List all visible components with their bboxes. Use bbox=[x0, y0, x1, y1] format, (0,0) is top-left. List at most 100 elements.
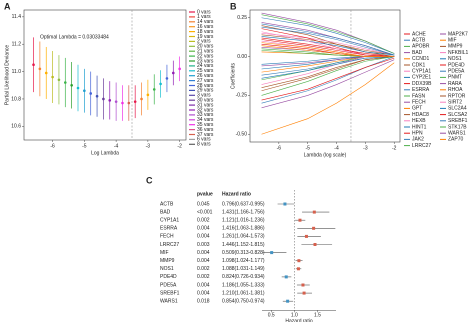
x-tick-label: -4 bbox=[334, 145, 339, 151]
pvalue-label: 0.002 bbox=[197, 218, 210, 224]
legend-label: CYP2E1 bbox=[412, 75, 431, 81]
x-tick-label: -4 bbox=[114, 143, 119, 149]
panel-label: A bbox=[4, 1, 11, 11]
legend-label: 33 vars bbox=[197, 112, 214, 118]
legend-label: PDE5A bbox=[448, 69, 465, 75]
point bbox=[178, 67, 181, 71]
legend-label: SLC2A4 bbox=[448, 106, 467, 112]
coefficient-path bbox=[261, 56, 395, 96]
y-tick-label: -0.50 bbox=[236, 132, 248, 138]
pvalue-label: <0.001 bbox=[197, 209, 213, 215]
legend-label: 2 vars bbox=[197, 39, 211, 45]
point bbox=[146, 93, 150, 97]
legend-label: DDX39B bbox=[412, 81, 432, 87]
hazard-ratio-point bbox=[302, 291, 306, 295]
hazard-ratio-point bbox=[301, 283, 305, 287]
pvalue-label: 0.045 bbox=[197, 201, 210, 207]
legend-label: 18 vars bbox=[197, 29, 214, 35]
legend-label: HINT1 bbox=[412, 124, 427, 130]
point bbox=[165, 77, 169, 80]
point bbox=[89, 92, 93, 95]
gene-label: SREBF1 bbox=[160, 290, 180, 296]
point bbox=[159, 82, 162, 86]
pvalue-label: 0.003 bbox=[197, 242, 210, 248]
gene-label: LRRC27 bbox=[160, 242, 179, 248]
hr-label: 1.121(1.016-1.236) bbox=[222, 218, 265, 224]
legend-label: 3 vars bbox=[197, 93, 211, 99]
legend-label: APOBR bbox=[412, 44, 430, 50]
legend-label: MIF bbox=[448, 38, 457, 44]
coefficient-path bbox=[261, 56, 395, 92]
hr-label: 1.098(1.024-1.177) bbox=[222, 258, 265, 264]
x-tick-label: 0.5 bbox=[268, 313, 275, 319]
point bbox=[32, 63, 35, 67]
pvalue-label: 0.018 bbox=[197, 299, 210, 305]
column-header: Hazard ratio bbox=[222, 191, 251, 197]
point bbox=[121, 101, 124, 105]
legend-label: RHOA bbox=[448, 87, 463, 93]
pvalue-label: 0.004 bbox=[197, 226, 210, 232]
legend-label: 1 vars bbox=[197, 14, 211, 20]
pvalue-label: 0.004 bbox=[197, 290, 210, 296]
legend-label: SREBF1 bbox=[448, 118, 468, 124]
legend-label: HEXB bbox=[412, 118, 426, 124]
legend-label: CDK1 bbox=[412, 62, 426, 68]
pvalue-label: 0.004 bbox=[197, 234, 210, 240]
coefficient-path bbox=[261, 14, 395, 54]
x-tick-label: -5 bbox=[82, 143, 87, 149]
hazard-ratio-point bbox=[284, 275, 288, 279]
legend-label: 32 vars bbox=[197, 107, 214, 113]
legend-label: 31 vars bbox=[197, 102, 214, 108]
legend-label: FECH bbox=[412, 100, 426, 106]
legend-label: 19 vars bbox=[197, 34, 214, 40]
coefficient-path bbox=[261, 62, 395, 135]
coefficient-path bbox=[261, 45, 395, 57]
x-tick-label: -6 bbox=[50, 143, 55, 149]
legend-label: 24 vars bbox=[197, 63, 214, 69]
hr-label: 0.796(0.637-0.995) bbox=[222, 201, 265, 207]
coefficient-path bbox=[261, 17, 395, 54]
legend-label: 14 vars bbox=[197, 19, 214, 25]
legend-label: CCND1 bbox=[412, 56, 429, 62]
hazard-ratio-point bbox=[286, 299, 290, 303]
legend-label: 37 vars bbox=[197, 132, 214, 138]
legend-label: 36 vars bbox=[197, 127, 214, 133]
point bbox=[83, 89, 86, 93]
x-tick-label: -2 bbox=[392, 145, 397, 151]
point bbox=[140, 97, 143, 101]
gene-label: MIF bbox=[160, 250, 169, 256]
legend-label: JAK2 bbox=[412, 137, 424, 143]
point bbox=[102, 97, 105, 101]
coefficient-path bbox=[261, 56, 395, 79]
gene-label: NOS1 bbox=[160, 266, 174, 272]
legend-label: ACHE bbox=[412, 31, 427, 37]
legend-label: 27 vars bbox=[197, 78, 214, 84]
coefficient-path bbox=[261, 56, 395, 76]
gene-label: BAD bbox=[160, 209, 171, 215]
legend-label: 34 vars bbox=[197, 117, 214, 123]
legend-label: ESRRA bbox=[412, 87, 430, 93]
y-tick-label: 10.6 bbox=[11, 124, 21, 130]
y-tick-label: 0.25 bbox=[237, 15, 247, 21]
legend-label: SLCSA2 bbox=[448, 112, 467, 118]
legend-label: FASN bbox=[412, 93, 425, 99]
point bbox=[76, 86, 80, 90]
hr-label: 1.416(1.063-1.886) bbox=[222, 226, 265, 232]
hr-label: 1.431(1.166-1.756) bbox=[222, 209, 265, 215]
point bbox=[133, 100, 137, 103]
legend-label: 22 vars bbox=[197, 53, 214, 59]
gene-label: PDE4D bbox=[160, 274, 177, 280]
point bbox=[63, 81, 67, 84]
legend-label: GPT bbox=[412, 106, 422, 112]
hazard-ratio-point bbox=[313, 243, 317, 246]
y-axis-label: Coefficients bbox=[230, 62, 236, 89]
hr-label: 1.210(1.061-1.381) bbox=[222, 290, 265, 296]
hazard-ratio-point bbox=[270, 251, 274, 255]
y-tick-label: 11.0 bbox=[12, 69, 22, 75]
hazard-ratio-point bbox=[312, 226, 316, 230]
plot-frame bbox=[249, 9, 401, 143]
legend-label: 21 vars bbox=[197, 49, 214, 55]
x-tick-label: 1.0 bbox=[291, 313, 298, 319]
